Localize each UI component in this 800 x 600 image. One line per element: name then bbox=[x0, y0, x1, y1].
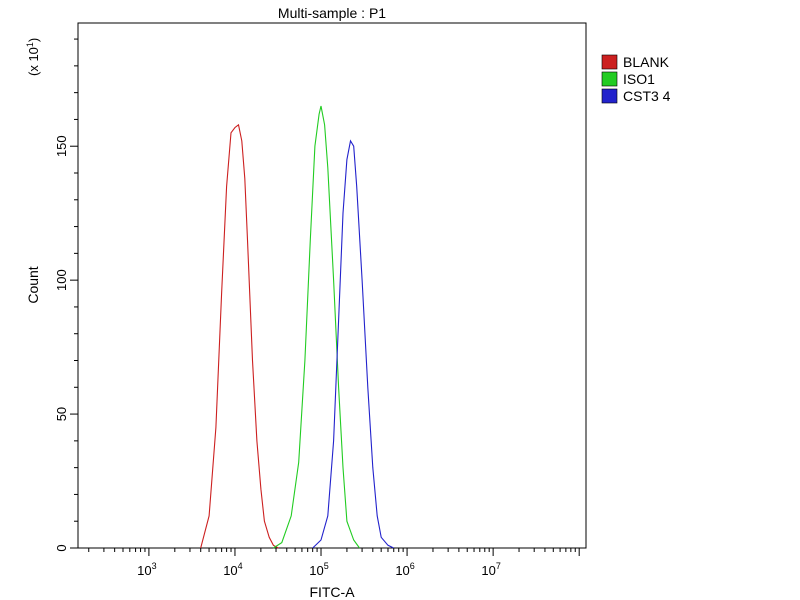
legend-swatch bbox=[601, 54, 618, 70]
plot-frame bbox=[77, 22, 587, 549]
legend-label: CST3 4 bbox=[623, 88, 671, 104]
y-tick-label: 100 bbox=[54, 269, 69, 291]
series-line-2 bbox=[273, 105, 360, 549]
series-line-1 bbox=[200, 123, 279, 549]
series-line-3 bbox=[312, 139, 394, 549]
x-tick-label: 103 bbox=[137, 561, 156, 578]
y-axis-label: Count bbox=[25, 266, 41, 303]
y-tick-label: 50 bbox=[54, 407, 69, 421]
legend-swatch bbox=[601, 88, 618, 104]
y-tick-label: 150 bbox=[54, 135, 69, 157]
y-multiplier-label: (x 101) bbox=[25, 38, 41, 76]
x-tick-label: 106 bbox=[395, 561, 414, 578]
y-axis: 0 50 100 150 bbox=[54, 38, 78, 552]
x-axis-label: FITC-A bbox=[309, 584, 355, 600]
legend-label: BLANK bbox=[623, 54, 670, 70]
legend-label: ISO1 bbox=[623, 71, 655, 87]
x-tick-label: 107 bbox=[481, 561, 500, 578]
x-axis: 103 104 105 106 107 bbox=[88, 548, 580, 578]
series-traces bbox=[200, 105, 394, 549]
x-tick-label: 104 bbox=[223, 561, 242, 578]
legend-swatch bbox=[601, 71, 618, 87]
x-tick-label: 105 bbox=[309, 561, 328, 578]
chart-title: Multi-sample : P1 bbox=[278, 5, 386, 21]
y-tick-label: 0 bbox=[54, 544, 69, 551]
